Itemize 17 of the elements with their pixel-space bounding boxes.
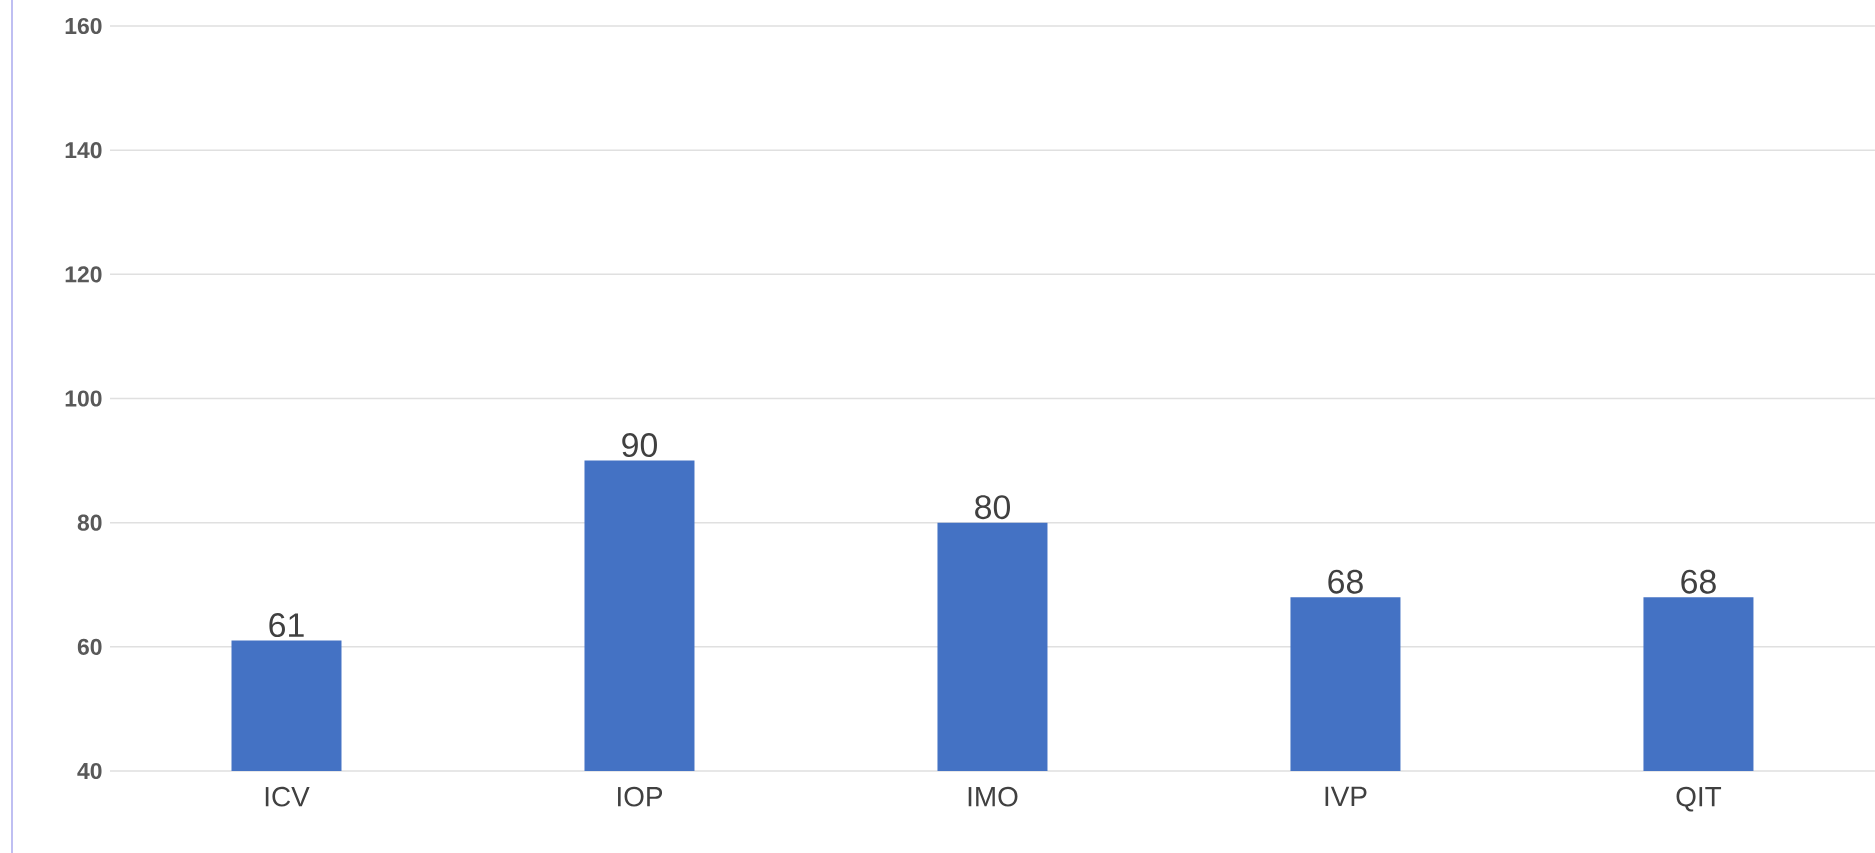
data-label: 90 — [622, 433, 657, 458]
data-label: 61 — [269, 613, 304, 638]
y-tick-label: 120 — [65, 266, 102, 283]
x-tick-label: IVP — [1325, 786, 1367, 806]
data-label: 68 — [1681, 569, 1716, 594]
y-tick-label: 60 — [77, 638, 102, 655]
y-tick-label: 80 — [77, 514, 102, 531]
y-tick-label: 100 — [65, 390, 102, 407]
x-tick-label: QIT — [1676, 786, 1722, 812]
y-tick-label: 40 — [77, 762, 102, 780]
y-tick-label: 140 — [65, 142, 102, 159]
data-label: 68 — [1328, 569, 1363, 594]
y-tick-label: 160 — [65, 17, 102, 35]
x-tick-label: IOP — [618, 786, 663, 807]
x-tick-label: ICV — [265, 786, 310, 807]
x-tick-label: IMO — [968, 786, 1018, 807]
data-label: 80 — [975, 495, 1010, 520]
